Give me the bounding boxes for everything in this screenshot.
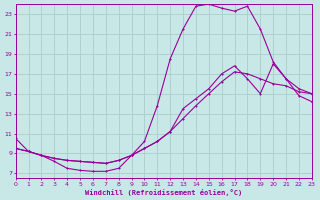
X-axis label: Windchill (Refroidissement éolien,°C): Windchill (Refroidissement éolien,°C) [85, 189, 242, 196]
